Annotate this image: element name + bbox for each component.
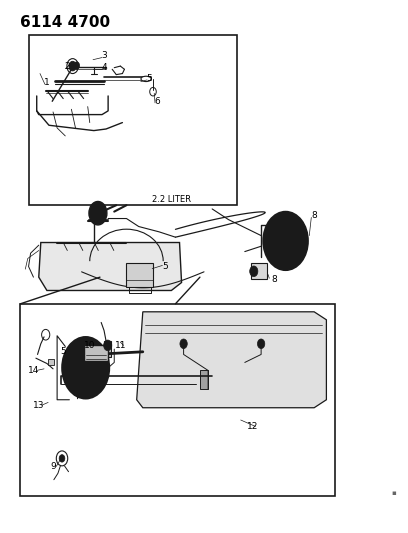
Ellipse shape: [141, 76, 151, 82]
Text: 4: 4: [101, 63, 107, 72]
Circle shape: [75, 354, 96, 381]
Text: ▪: ▪: [391, 490, 396, 496]
Bar: [104, 341, 111, 357]
Circle shape: [104, 340, 112, 351]
Text: 8: 8: [271, 275, 277, 284]
Circle shape: [278, 231, 293, 251]
Text: 3: 3: [101, 52, 107, 60]
Circle shape: [69, 61, 76, 71]
Circle shape: [62, 337, 109, 399]
Bar: [84, 345, 108, 361]
Bar: [29, 35, 237, 205]
Text: 6: 6: [154, 97, 160, 106]
Text: 5: 5: [146, 74, 152, 83]
Text: 9: 9: [50, 462, 56, 471]
Bar: [20, 304, 335, 496]
Text: 2: 2: [64, 62, 70, 71]
Bar: [251, 263, 267, 279]
Text: 5: 5: [162, 262, 168, 271]
Circle shape: [270, 221, 301, 261]
Bar: [200, 370, 208, 389]
Text: 8: 8: [311, 212, 317, 220]
Circle shape: [82, 362, 90, 373]
Circle shape: [180, 339, 187, 349]
Text: 5: 5: [60, 348, 66, 356]
Text: 13: 13: [33, 401, 44, 409]
Text: 12: 12: [246, 422, 258, 431]
Circle shape: [263, 212, 308, 270]
Circle shape: [250, 266, 258, 277]
Text: 11: 11: [115, 341, 126, 350]
Text: 10: 10: [84, 341, 95, 350]
Circle shape: [89, 201, 107, 225]
Circle shape: [257, 339, 265, 349]
Bar: [48, 359, 54, 365]
Circle shape: [59, 455, 65, 462]
Polygon shape: [39, 243, 182, 290]
Bar: [126, 263, 153, 287]
Circle shape: [74, 62, 80, 69]
Circle shape: [92, 206, 104, 221]
Circle shape: [69, 345, 103, 390]
Text: 6114 4700: 6114 4700: [20, 15, 111, 30]
Text: 2.2 LITER: 2.2 LITER: [152, 196, 191, 204]
Text: 1: 1: [44, 78, 50, 87]
Text: 14: 14: [28, 366, 39, 375]
Polygon shape: [137, 312, 326, 408]
